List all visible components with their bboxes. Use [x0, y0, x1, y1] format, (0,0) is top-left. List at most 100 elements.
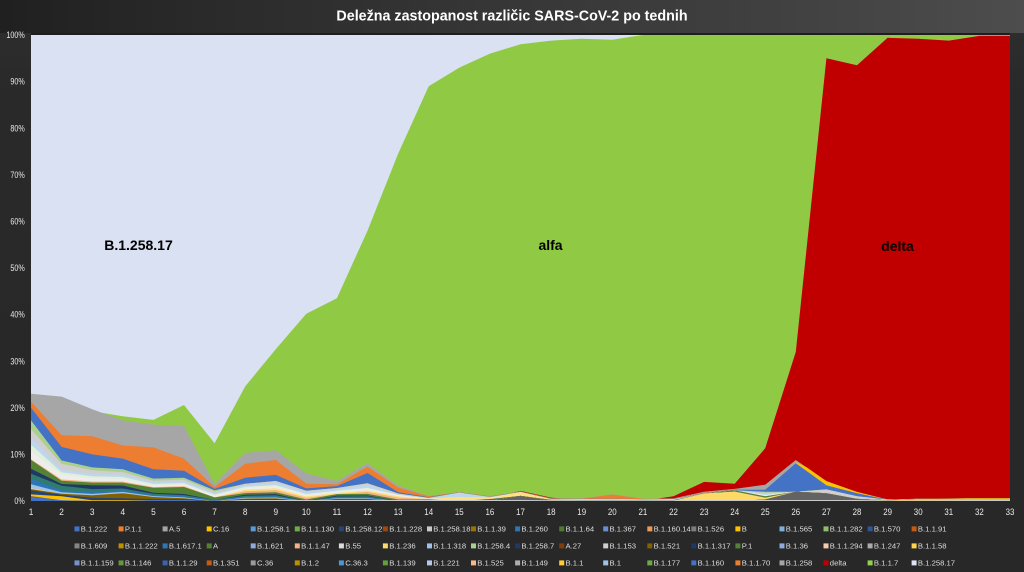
svg-text:20: 20: [608, 506, 617, 517]
svg-text:B.1.258: B.1.258: [786, 559, 813, 568]
svg-text:15: 15: [455, 506, 464, 517]
svg-text:27: 27: [822, 506, 831, 517]
svg-text:Deležna zastopanost različic S: Deležna zastopanost različic SARS-CoV-2 …: [336, 9, 687, 25]
svg-text:B.1.609: B.1.609: [81, 542, 108, 551]
svg-text:70%: 70%: [10, 170, 24, 180]
svg-text:B.1.570: B.1.570: [874, 525, 901, 534]
svg-text:B.1: B.1: [610, 559, 622, 568]
svg-text:A.27: A.27: [566, 542, 582, 551]
svg-text:P.1: P.1: [742, 542, 753, 551]
svg-text:50%: 50%: [10, 263, 24, 273]
svg-text:10: 10: [302, 506, 311, 517]
svg-text:B.1.351: B.1.351: [213, 559, 240, 568]
svg-text:60%: 60%: [10, 217, 24, 227]
svg-text:B.1.565: B.1.565: [786, 525, 813, 534]
svg-text:4: 4: [121, 506, 126, 517]
svg-text:10%: 10%: [10, 450, 24, 460]
svg-text:B.1.1: B.1.1: [566, 559, 584, 568]
svg-text:B.1.222: B.1.222: [81, 525, 108, 534]
svg-text:B.1.236: B.1.236: [389, 542, 416, 551]
svg-text:B.1.258.18: B.1.258.18: [433, 525, 470, 534]
svg-text:90%: 90%: [10, 77, 24, 87]
svg-text:B.1.260: B.1.260: [521, 525, 548, 534]
svg-text:B.1.1.228: B.1.1.228: [389, 525, 422, 534]
svg-text:B.1.247: B.1.247: [874, 542, 901, 551]
svg-text:B.1.1.39: B.1.1.39: [477, 525, 506, 534]
svg-text:7: 7: [212, 506, 217, 517]
svg-text:1: 1: [29, 506, 34, 517]
svg-text:14: 14: [424, 506, 433, 517]
svg-text:B.1.1.47: B.1.1.47: [301, 542, 330, 551]
svg-text:B.1.1.294: B.1.1.294: [830, 542, 864, 551]
svg-text:B: B: [742, 525, 747, 534]
svg-text:33: 33: [1006, 506, 1015, 517]
svg-text:3: 3: [90, 506, 95, 517]
svg-text:6: 6: [182, 506, 187, 517]
svg-text:25: 25: [761, 506, 770, 517]
svg-text:40%: 40%: [10, 310, 24, 320]
svg-text:29: 29: [883, 506, 892, 517]
svg-text:30%: 30%: [10, 356, 24, 366]
svg-text:P.1.1: P.1.1: [125, 525, 142, 534]
svg-text:B.1.258.4: B.1.258.4: [477, 542, 511, 551]
svg-text:B.1.258.7: B.1.258.7: [521, 542, 554, 551]
svg-text:16: 16: [486, 506, 495, 517]
svg-text:100%: 100%: [6, 30, 24, 40]
svg-text:B.1.139: B.1.139: [389, 559, 416, 568]
svg-text:B.1.1.130: B.1.1.130: [301, 525, 334, 534]
svg-text:alfa: alfa: [538, 237, 562, 253]
svg-text:9: 9: [274, 506, 279, 517]
svg-text:delta: delta: [830, 559, 847, 568]
svg-text:80%: 80%: [10, 123, 24, 133]
svg-text:C.36.3: C.36.3: [345, 559, 368, 568]
svg-text:21: 21: [639, 506, 648, 517]
svg-text:B.1.1.317: B.1.1.317: [698, 542, 731, 551]
svg-text:B.1.617.1: B.1.617.1: [169, 542, 202, 551]
svg-text:B.1.526: B.1.526: [698, 525, 725, 534]
svg-text:2: 2: [59, 506, 64, 517]
svg-text:C.16: C.16: [213, 525, 229, 534]
svg-text:B.1.1.159: B.1.1.159: [81, 559, 114, 568]
svg-text:B.1.367: B.1.367: [610, 525, 637, 534]
svg-text:B.1.36: B.1.36: [786, 542, 808, 551]
svg-text:28: 28: [853, 506, 862, 517]
svg-text:B.1.1.282: B.1.1.282: [830, 525, 863, 534]
svg-text:B.1.521: B.1.521: [654, 542, 681, 551]
svg-text:B.1.149: B.1.149: [521, 559, 548, 568]
svg-text:5: 5: [151, 506, 156, 517]
svg-text:B.1.258.12: B.1.258.12: [345, 525, 382, 534]
svg-text:32: 32: [975, 506, 984, 517]
svg-text:23: 23: [700, 506, 709, 517]
svg-text:A.5: A.5: [169, 525, 181, 534]
svg-text:8: 8: [243, 506, 248, 517]
svg-text:B.1.258.1: B.1.258.1: [257, 525, 290, 534]
svg-text:12: 12: [363, 506, 372, 517]
svg-text:B.1.1.70: B.1.1.70: [742, 559, 771, 568]
svg-text:22: 22: [669, 506, 678, 517]
svg-text:B.1.1.318: B.1.1.318: [433, 542, 466, 551]
svg-text:19: 19: [577, 506, 586, 517]
svg-text:0%: 0%: [14, 496, 24, 506]
svg-text:B.1.1.91: B.1.1.91: [918, 525, 947, 534]
svg-text:13: 13: [394, 506, 403, 517]
svg-text:B.1.1.222: B.1.1.222: [125, 542, 158, 551]
svg-text:B.1.2: B.1.2: [301, 559, 319, 568]
svg-text:26: 26: [791, 506, 800, 517]
svg-text:B.1.146: B.1.146: [125, 559, 152, 568]
svg-text:B.1.1.29: B.1.1.29: [169, 559, 198, 568]
svg-text:B.1.221: B.1.221: [433, 559, 460, 568]
svg-text:B.1.1.64: B.1.1.64: [566, 525, 595, 534]
svg-text:B.1.258.17: B.1.258.17: [104, 237, 173, 253]
svg-text:31: 31: [944, 506, 953, 517]
svg-text:B.1.621: B.1.621: [257, 542, 284, 551]
svg-text:17: 17: [516, 506, 525, 517]
svg-text:C.36: C.36: [257, 559, 273, 568]
svg-text:B.1.160: B.1.160: [698, 559, 725, 568]
svg-text:B.1.258.17: B.1.258.17: [918, 559, 955, 568]
svg-text:A: A: [213, 542, 219, 551]
svg-text:20%: 20%: [10, 403, 24, 413]
svg-text:B.1.177: B.1.177: [654, 559, 681, 568]
svg-text:B.1.525: B.1.525: [477, 559, 504, 568]
svg-text:B.1.1.58: B.1.1.58: [918, 542, 947, 551]
svg-text:delta: delta: [881, 238, 914, 254]
